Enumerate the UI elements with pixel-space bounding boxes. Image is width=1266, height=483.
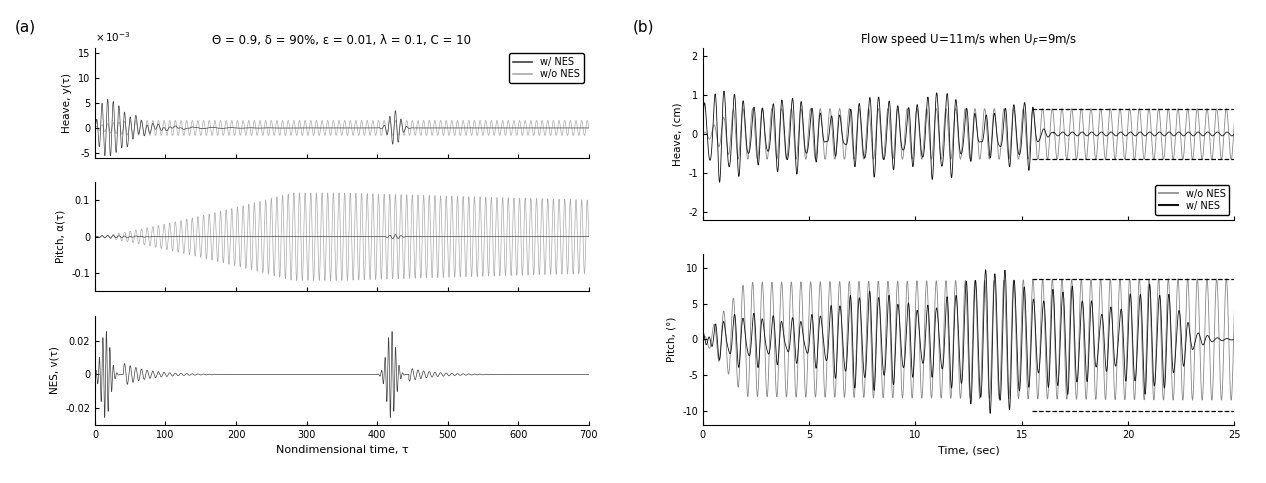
Y-axis label: Pitch, α(τ): Pitch, α(τ) — [56, 210, 66, 263]
Y-axis label: Pitch, (°): Pitch, (°) — [666, 317, 676, 362]
Y-axis label: Heave, y(τ): Heave, y(τ) — [62, 73, 72, 133]
X-axis label: Time, (sec): Time, (sec) — [938, 445, 999, 455]
Text: (b): (b) — [633, 19, 655, 34]
Text: $\times\,10^{-3}$: $\times\,10^{-3}$ — [95, 30, 130, 44]
Text: (a): (a) — [15, 19, 37, 34]
Legend: w/o NES, w/ NES: w/o NES, w/ NES — [1155, 185, 1229, 214]
Legend: w/ NES, w/o NES: w/ NES, w/o NES — [509, 53, 584, 83]
Title: Flow speed U=11m/s when U$_F$=9m/s: Flow speed U=11m/s when U$_F$=9m/s — [860, 31, 1077, 48]
X-axis label: Nondimensional time, τ: Nondimensional time, τ — [276, 445, 408, 455]
Y-axis label: NES, v(τ): NES, v(τ) — [49, 346, 60, 394]
Title: Θ = 0.9, δ = 90%, ε = 0.01, λ = 0.1, C = 10: Θ = 0.9, δ = 90%, ε = 0.01, λ = 0.1, C =… — [213, 34, 471, 47]
Y-axis label: Heave, (cm): Heave, (cm) — [672, 102, 682, 166]
